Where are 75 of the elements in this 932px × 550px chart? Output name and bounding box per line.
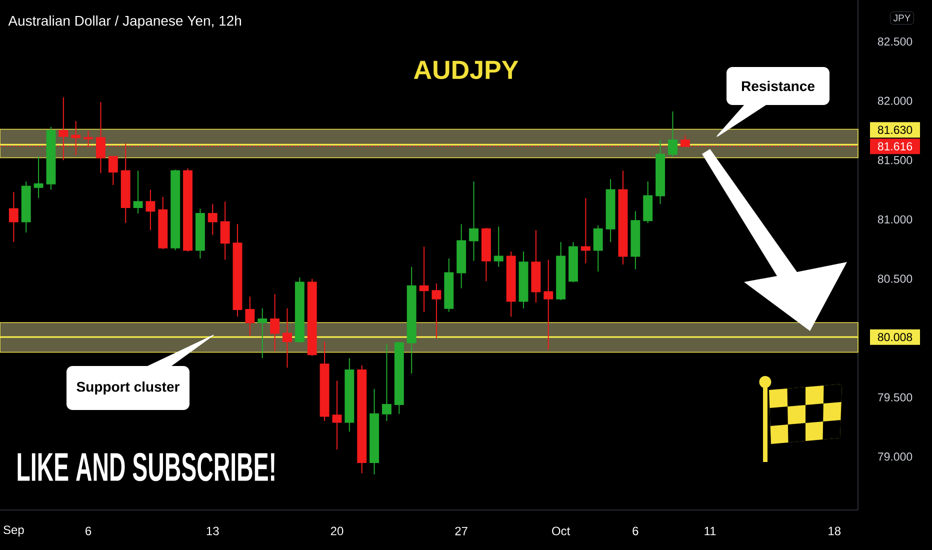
candlestick <box>656 139 666 205</box>
candlestick <box>630 210 640 270</box>
ref-line-label: 80.008 <box>878 333 912 342</box>
x-tick-label: 27 <box>455 526 468 536</box>
candlestick <box>432 282 442 339</box>
candlestick <box>606 178 616 242</box>
candlestick <box>444 258 454 312</box>
candlestick <box>232 224 242 318</box>
candlestick <box>643 180 653 224</box>
y-tick-label: 82.000 <box>878 96 912 105</box>
x-tick-label: 11 <box>704 526 716 536</box>
candlestick <box>568 241 578 283</box>
candlestick <box>469 180 478 262</box>
candlestick <box>294 277 304 344</box>
candlestick <box>108 156 118 186</box>
text: AUDJPY <box>414 60 518 80</box>
x-tick-label: 6 <box>632 526 638 536</box>
candlestick <box>344 358 354 432</box>
y-tick-label: 82.500 <box>878 37 912 46</box>
candlestick <box>668 110 678 158</box>
candlestick <box>481 227 491 282</box>
y-axis-title: JPY <box>893 14 911 22</box>
x-tick-label: Oct <box>552 526 570 536</box>
y-tick-label: 79.500 <box>878 393 912 402</box>
ref-line-label: 81.630 <box>878 126 912 134</box>
y-tick-label: 79.000 <box>878 452 912 461</box>
candlestick <box>382 343 392 422</box>
x-tick-label: Sep <box>4 526 24 536</box>
text: Australian Dollar / Japanese Yen, 12h <box>8 15 242 29</box>
candlestick <box>183 168 192 252</box>
x-tick-label: 18 <box>828 526 841 536</box>
y-tick-label: 80.500 <box>878 274 912 283</box>
candlestick <box>258 308 268 359</box>
candlestick <box>357 364 367 474</box>
candlestick <box>406 266 416 374</box>
candlestick <box>220 201 230 260</box>
candlestick <box>34 156 44 199</box>
candlestick <box>146 189 156 231</box>
candlestick <box>456 224 466 289</box>
candlestick <box>580 198 590 264</box>
band-label: Resistance <box>742 80 814 92</box>
candlestick <box>394 341 404 414</box>
x-tick-label: 13 <box>206 526 219 536</box>
candlestick <box>208 204 218 236</box>
candlestick <box>170 169 180 251</box>
candlestick <box>158 196 168 250</box>
candlestick <box>506 250 516 318</box>
candlestick <box>370 388 380 475</box>
candlestick <box>531 230 541 303</box>
candlestick <box>270 294 280 352</box>
candlestick <box>245 296 255 336</box>
candlestick <box>618 170 628 265</box>
candlestick <box>282 308 292 368</box>
candlestick <box>307 278 317 356</box>
candlestick <box>8 192 18 242</box>
candlestick <box>518 250 528 309</box>
candlestick <box>120 143 130 224</box>
candlestick <box>46 126 56 190</box>
candlestick <box>419 246 429 312</box>
candlestick <box>544 259 554 350</box>
candlestick <box>332 380 342 450</box>
candlestick <box>195 208 205 260</box>
candlestick <box>21 180 31 233</box>
x-tick-label: 6 <box>86 526 92 536</box>
y-tick-label: 81.500 <box>878 156 912 164</box>
x-tick-label: 20 <box>330 526 344 536</box>
y-tick-label: 81.000 <box>878 215 912 224</box>
band-label: Support cluster <box>76 381 180 395</box>
candlestick <box>494 226 504 268</box>
annotation: LIKE AND SUBSCRIBE! <box>18 452 274 482</box>
ref-line-label: 81.616 <box>878 142 912 150</box>
candlestick <box>556 241 566 301</box>
candlestick <box>593 224 603 272</box>
candlestick <box>133 170 143 214</box>
candlestick <box>320 341 330 422</box>
